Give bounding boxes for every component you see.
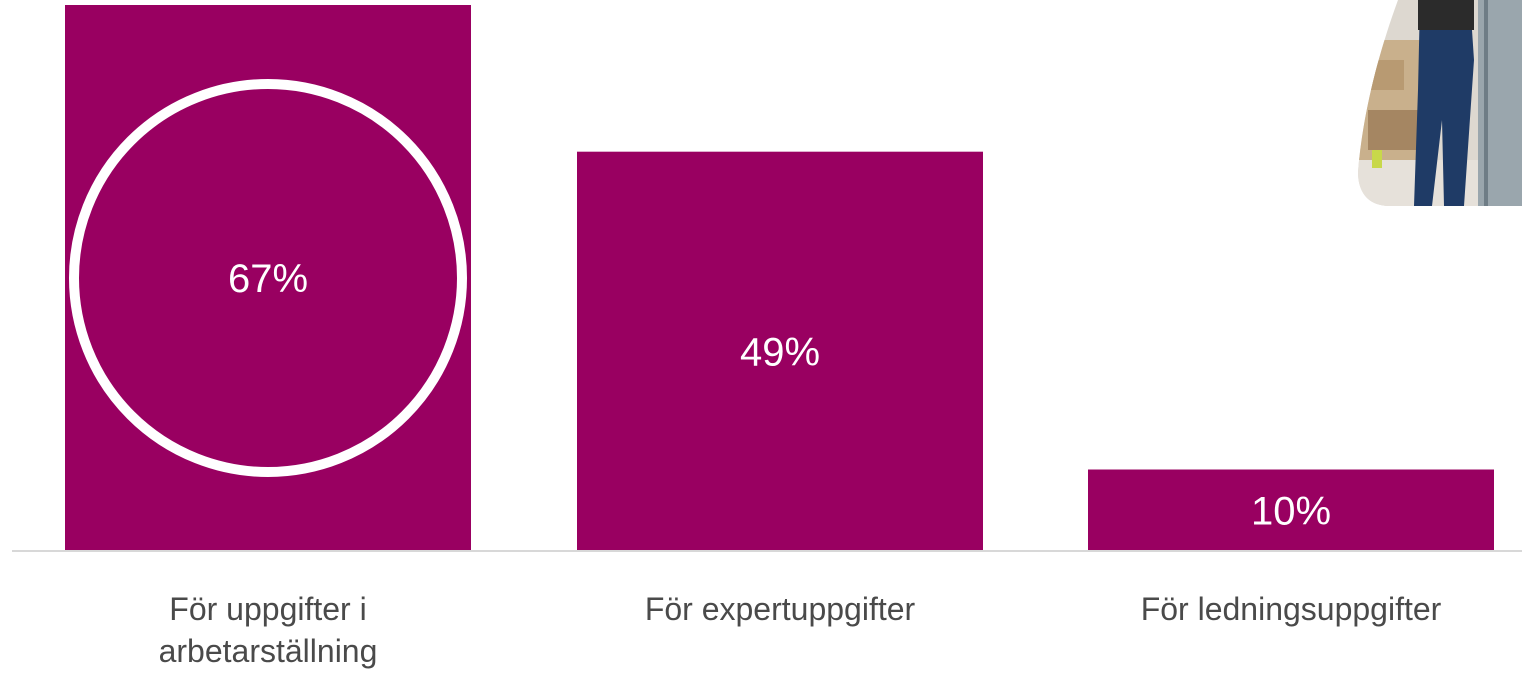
category-label-0: För uppgifter i arbetarställning	[158, 591, 378, 669]
warehouse-worker-photo	[1358, 0, 1522, 206]
bar-0	[65, 5, 471, 551]
bar-1	[577, 151, 983, 551]
highlight-circle	[69, 79, 467, 477]
category-label-2: För ledningsuppgifter	[1140, 591, 1442, 627]
value-label-1: 49%	[740, 330, 820, 374]
bar-2	[1088, 469, 1494, 551]
value-label-2: 10%	[1251, 489, 1331, 533]
value-label-0: 67%	[228, 257, 308, 301]
category-label-1: För expertuppgifter	[644, 591, 916, 627]
